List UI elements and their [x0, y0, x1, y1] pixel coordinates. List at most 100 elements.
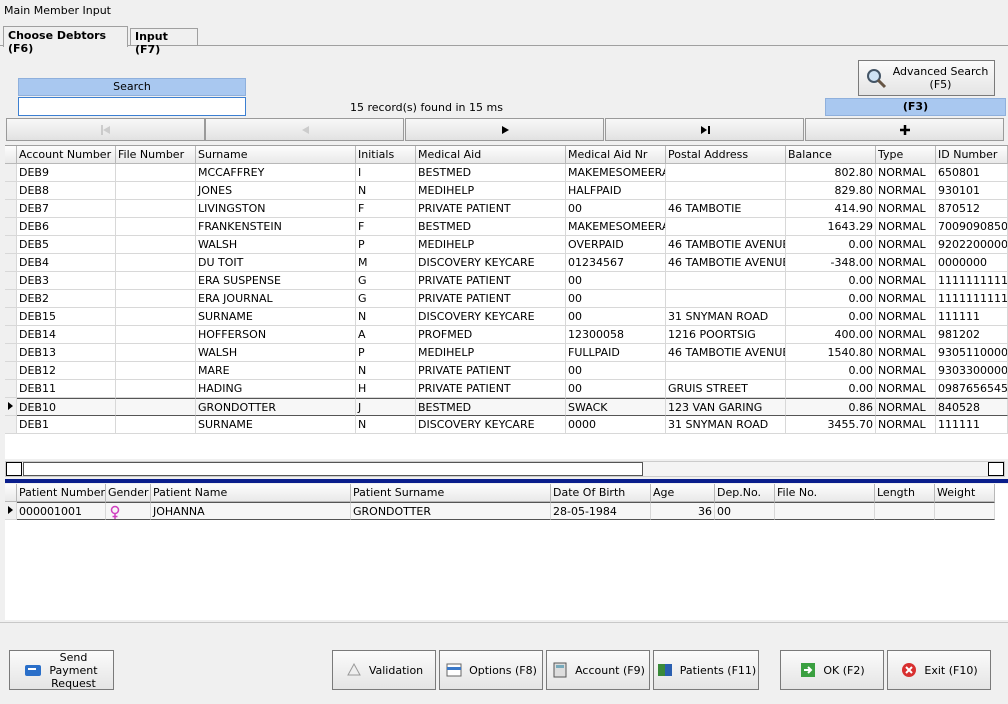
- cell[interactable]: DEB14: [17, 326, 116, 344]
- cell[interactable]: N: [356, 308, 416, 326]
- cell[interactable]: [116, 290, 196, 308]
- cell[interactable]: [935, 502, 995, 520]
- cell[interactable]: MAKEMESOMEERA: [566, 164, 666, 182]
- nav-last[interactable]: [605, 118, 804, 141]
- column-header[interactable]: Postal Address: [666, 146, 786, 164]
- cell[interactable]: [116, 362, 196, 380]
- cell[interactable]: 31 SNYMAN ROAD: [666, 308, 786, 326]
- column-header[interactable]: Medical Aid Nr: [566, 146, 666, 164]
- cell[interactable]: [666, 362, 786, 380]
- cell[interactable]: 00: [566, 380, 666, 398]
- cell[interactable]: [116, 344, 196, 362]
- cell[interactable]: NORMAL: [876, 344, 936, 362]
- cell[interactable]: 829.80: [786, 182, 876, 200]
- cell[interactable]: NORMAL: [876, 326, 936, 344]
- cell[interactable]: 0000000: [936, 254, 1008, 272]
- cell[interactable]: DISCOVERY KEYCARE: [416, 416, 566, 434]
- cell[interactable]: DEB13: [17, 344, 116, 362]
- cell[interactable]: 414.90: [786, 200, 876, 218]
- cell[interactable]: NORMAL: [876, 254, 936, 272]
- cell[interactable]: H: [356, 380, 416, 398]
- cell[interactable]: 46 TAMBOTIE AVENUE: [666, 344, 786, 362]
- cell[interactable]: 111111: [936, 308, 1008, 326]
- cell[interactable]: NORMAL: [876, 290, 936, 308]
- cell[interactable]: 0.00: [786, 236, 876, 254]
- cell[interactable]: LIVINGSTON: [196, 200, 356, 218]
- cell[interactable]: WALSH: [196, 344, 356, 362]
- cell[interactable]: [666, 290, 786, 308]
- cell[interactable]: 000001001: [17, 502, 106, 520]
- cell[interactable]: GRONDOTTER: [351, 502, 551, 520]
- cell[interactable]: 930101: [936, 182, 1008, 200]
- cell[interactable]: 1216 POORTSIG: [666, 326, 786, 344]
- cell[interactable]: 12300058: [566, 326, 666, 344]
- column-header[interactable]: Initials: [356, 146, 416, 164]
- cell[interactable]: F: [356, 218, 416, 236]
- cell[interactable]: 981202: [936, 326, 1008, 344]
- cell[interactable]: [666, 218, 786, 236]
- column-header[interactable]: Patient Name: [151, 484, 351, 502]
- cell[interactable]: BESTMED: [416, 218, 566, 236]
- cell[interactable]: DEB2: [17, 290, 116, 308]
- cell[interactable]: 3455.70: [786, 416, 876, 434]
- cell[interactable]: 0000: [566, 416, 666, 434]
- cell[interactable]: 00: [566, 362, 666, 380]
- cell[interactable]: 0.00: [786, 272, 876, 290]
- cell[interactable]: [116, 236, 196, 254]
- cell[interactable]: SURNAME: [196, 416, 356, 434]
- cell[interactable]: 802.80: [786, 164, 876, 182]
- cell[interactable]: BESTMED: [416, 164, 566, 182]
- cell[interactable]: DEB8: [17, 182, 116, 200]
- cell[interactable]: DEB9: [17, 164, 116, 182]
- cell[interactable]: NORMAL: [876, 380, 936, 398]
- cell[interactable]: 123 VAN GARING: [666, 398, 786, 416]
- cell[interactable]: DEB5: [17, 236, 116, 254]
- cell[interactable]: HOFFERSON: [196, 326, 356, 344]
- cell[interactable]: 09876565454: [936, 380, 1008, 398]
- cell[interactable]: FULLPAID: [566, 344, 666, 362]
- cell[interactable]: G: [356, 290, 416, 308]
- cell[interactable]: 36: [651, 502, 715, 520]
- cell[interactable]: G: [356, 272, 416, 290]
- cell[interactable]: 00: [715, 502, 775, 520]
- button[interactable]: Send Payment Request: [9, 650, 114, 690]
- cell[interactable]: 00: [566, 200, 666, 218]
- cell[interactable]: WALSH: [196, 236, 356, 254]
- cell[interactable]: P: [356, 236, 416, 254]
- cell[interactable]: 1111111111: [936, 272, 1008, 290]
- cell[interactable]: 0.00: [786, 308, 876, 326]
- column-header[interactable]: Surname: [196, 146, 356, 164]
- column-header[interactable]: Type: [876, 146, 936, 164]
- cell[interactable]: MARE: [196, 362, 356, 380]
- cell[interactable]: [116, 380, 196, 398]
- button[interactable]: Exit (F10): [887, 650, 991, 690]
- nav-first[interactable]: [6, 118, 205, 141]
- tab[interactable]: Choose Debtors (F6): [3, 26, 128, 55]
- cell[interactable]: [116, 182, 196, 200]
- cell[interactable]: [666, 182, 786, 200]
- cell[interactable]: 00: [566, 290, 666, 308]
- cell[interactable]: 0.00: [786, 380, 876, 398]
- cell[interactable]: NORMAL: [876, 236, 936, 254]
- column-header[interactable]: Patient Number: [17, 484, 106, 502]
- cell[interactable]: NORMAL: [876, 218, 936, 236]
- cell[interactable]: DISCOVERY KEYCARE: [416, 254, 566, 272]
- scroll-right[interactable]: [988, 462, 1004, 476]
- cell[interactable]: [875, 502, 935, 520]
- cell[interactable]: N: [356, 182, 416, 200]
- cell[interactable]: N: [356, 362, 416, 380]
- cell[interactable]: N: [356, 416, 416, 434]
- cell[interactable]: 840528: [936, 398, 1008, 416]
- button[interactable]: Options (F8): [439, 650, 543, 690]
- cell[interactable]: [666, 164, 786, 182]
- cell[interactable]: [116, 200, 196, 218]
- cell[interactable]: ERA SUSPENSE: [196, 272, 356, 290]
- button[interactable]: Patients (F11): [653, 650, 759, 690]
- button[interactable]: Account (F9): [546, 650, 650, 690]
- cell[interactable]: MAKEMESOMEERA: [566, 218, 666, 236]
- cell[interactable]: J: [356, 398, 416, 416]
- cell[interactable]: 00: [566, 308, 666, 326]
- cell[interactable]: 28-05-1984: [551, 502, 651, 520]
- search-input[interactable]: [18, 97, 246, 116]
- cell[interactable]: 93051100000: [936, 344, 1008, 362]
